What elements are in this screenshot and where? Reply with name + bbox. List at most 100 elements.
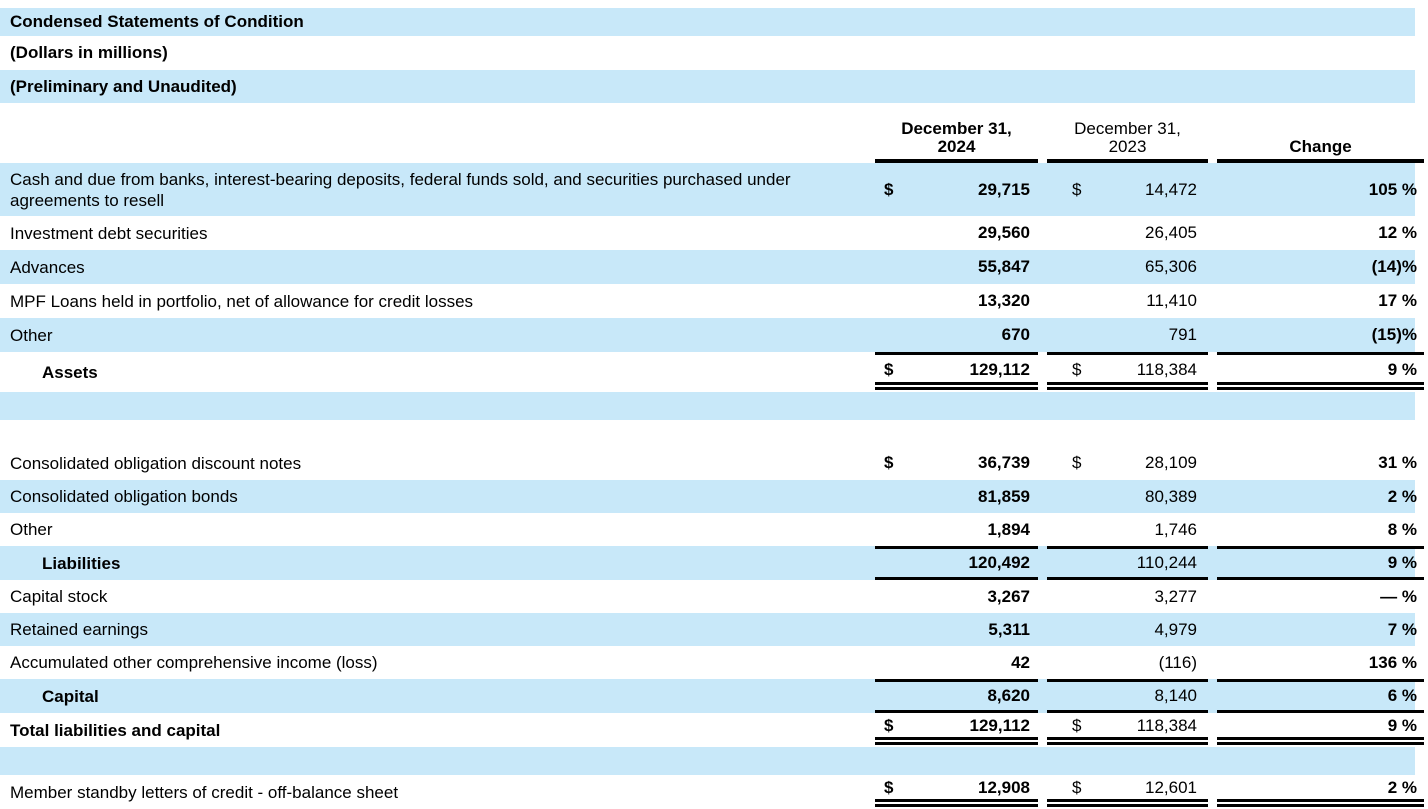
row-spacer	[0, 392, 1424, 420]
value-2023: $28,109	[1072, 453, 1197, 472]
value-2024: 13,320	[978, 291, 1030, 310]
value-2023: 26,405	[1145, 223, 1197, 242]
value-2023: 11,410	[1146, 291, 1197, 310]
value-2024: 81,859	[978, 486, 1030, 506]
top-margin	[0, 0, 1424, 8]
value-2024: $129,112	[875, 352, 1038, 392]
value-change: (15)%	[1371, 325, 1417, 344]
row-label: Retained earnings	[10, 620, 148, 639]
dollar-sign: $	[1072, 716, 1082, 735]
row-consolidated-discount-notes: Consolidated obligation discount notes $…	[0, 446, 1424, 480]
row-mpf-loans: MPF Loans held in portfolio, net of allo…	[0, 284, 1424, 318]
value-2023: (116)	[1158, 652, 1197, 672]
value-2024: $36,739	[884, 453, 1030, 472]
value-2023: 110,244	[1047, 546, 1208, 580]
value-change: 9 %	[1217, 713, 1424, 747]
value-2023: $12,601	[1047, 775, 1208, 809]
value-2023: 65,306	[1145, 257, 1197, 276]
dollar-sign: $	[1072, 359, 1082, 379]
value-change: 9 %	[1217, 546, 1424, 580]
value-change: 2 %	[1387, 486, 1417, 506]
row-label: Advances	[10, 257, 85, 277]
row-member-standby-loc: Member standby letters of credit - off-b…	[0, 775, 1424, 809]
statement-title: Condensed Statements of Condition	[0, 8, 1424, 36]
value-change: 7 %	[1387, 619, 1417, 639]
value-2024: 42	[1011, 652, 1030, 672]
value-2024: $129,112	[875, 713, 1038, 747]
row-capital-total: Capital 8,620 8,140 6 %	[0, 679, 1424, 713]
statement-subtitle-dollars: (Dollars in millions)	[0, 36, 1424, 70]
value-2024: 8,620	[875, 679, 1038, 713]
value-2024: 1,894	[987, 519, 1030, 539]
value-change: 17 %	[1378, 291, 1417, 310]
row-label: Investment debt securities	[10, 223, 208, 243]
row-label: Liabilities	[42, 553, 121, 573]
value-2024: 670	[1001, 325, 1030, 344]
value-2024: 120,492	[875, 546, 1038, 580]
row-cash-and-due: Cash and due from banks, interest-bearin…	[0, 163, 1424, 216]
value-2023: 1,746	[1154, 519, 1197, 539]
row-aoci: Accumulated other comprehensive income (…	[0, 646, 1424, 679]
row-label: Consolidated obligation bonds	[10, 487, 238, 506]
value-2024: $12,908	[875, 775, 1038, 809]
value-2023: $118,384	[1047, 713, 1208, 747]
value-2023: 791	[1168, 325, 1197, 344]
statement-subtitle-unaudited: (Preliminary and Unaudited)	[0, 70, 1424, 103]
row-label: Total liabilities and capital	[10, 720, 221, 740]
value-change: 8 %	[1387, 519, 1417, 539]
row-label: Other	[10, 520, 53, 539]
row-spacer	[0, 747, 1424, 775]
row-liabilities-total: Liabilities 120,492 110,244 9 %	[0, 546, 1424, 580]
column-header-blank	[0, 110, 875, 163]
row-label: MPF Loans held in portfolio, net of allo…	[10, 291, 474, 311]
row-assets-total: Assets $129,112 $118,384 9 %	[0, 352, 1424, 392]
column-header-dec-2023: December 31, 2023	[1047, 110, 1208, 163]
row-spacer	[0, 420, 1424, 446]
value-change: 9 %	[1217, 352, 1424, 392]
row-label: Cash and due from banks, interest-bearin…	[10, 169, 791, 210]
header-gap	[0, 103, 1424, 110]
dollar-sign: $	[1072, 453, 1082, 472]
dollar-sign: $	[884, 453, 894, 472]
value-change: — %	[1380, 586, 1417, 606]
row-label: Capital stock	[10, 587, 108, 606]
row-label: Capital	[42, 686, 99, 706]
value-2023: $14,472	[1072, 179, 1197, 199]
row-total-liabilities-capital: Total liabilities and capital $129,112 $…	[0, 713, 1424, 747]
row-label: Accumulated other comprehensive income (…	[10, 653, 378, 672]
value-change: 2 %	[1217, 775, 1424, 809]
row-retained-earnings: Retained earnings 5,311 4,979 7 %	[0, 613, 1424, 646]
row-label: Member standby letters of credit - off-b…	[10, 782, 399, 802]
column-header-change: Change	[1217, 110, 1424, 163]
dollar-sign: $	[1072, 778, 1082, 797]
value-change: 6 %	[1217, 679, 1424, 713]
dollar-sign: $	[884, 179, 894, 199]
value-2024: 5,311	[988, 619, 1030, 639]
value-2023: 8,140	[1047, 679, 1208, 713]
row-capital-stock: Capital stock 3,267 3,277 — %	[0, 580, 1424, 613]
dollar-sign: $	[1072, 179, 1082, 199]
column-header-row: December 31, 2024 December 31, 2023 Chan…	[0, 110, 1424, 163]
value-2024: 29,560	[978, 223, 1030, 242]
column-header-dec-2024: December 31, 2024	[875, 110, 1038, 163]
row-advances: Advances 55,847 65,306 (14)%	[0, 250, 1424, 284]
row-label: Consolidated obligation discount notes	[10, 453, 302, 473]
value-2023: 80,389	[1145, 486, 1197, 506]
dollar-sign: $	[884, 359, 894, 379]
row-consolidated-bonds: Consolidated obligation bonds 81,859 80,…	[0, 480, 1424, 513]
value-2023: $118,384	[1047, 352, 1208, 392]
value-2024: 3,267	[987, 586, 1030, 606]
value-change: 105 %	[1368, 179, 1417, 199]
value-change: 31 %	[1378, 453, 1417, 472]
value-2023: 4,979	[1154, 619, 1197, 639]
value-2024: 55,847	[978, 257, 1030, 276]
value-change: 12 %	[1378, 223, 1417, 242]
value-2023: 3,277	[1154, 586, 1197, 606]
row-label: Other	[10, 325, 53, 345]
row-investment-debt-securities: Investment debt securities 29,560 26,405…	[0, 216, 1424, 250]
row-label: Assets	[42, 362, 98, 382]
dollar-sign: $	[884, 778, 894, 797]
row-other-assets: Other 670 791 (15)%	[0, 318, 1424, 352]
value-change: 136 %	[1368, 652, 1417, 672]
